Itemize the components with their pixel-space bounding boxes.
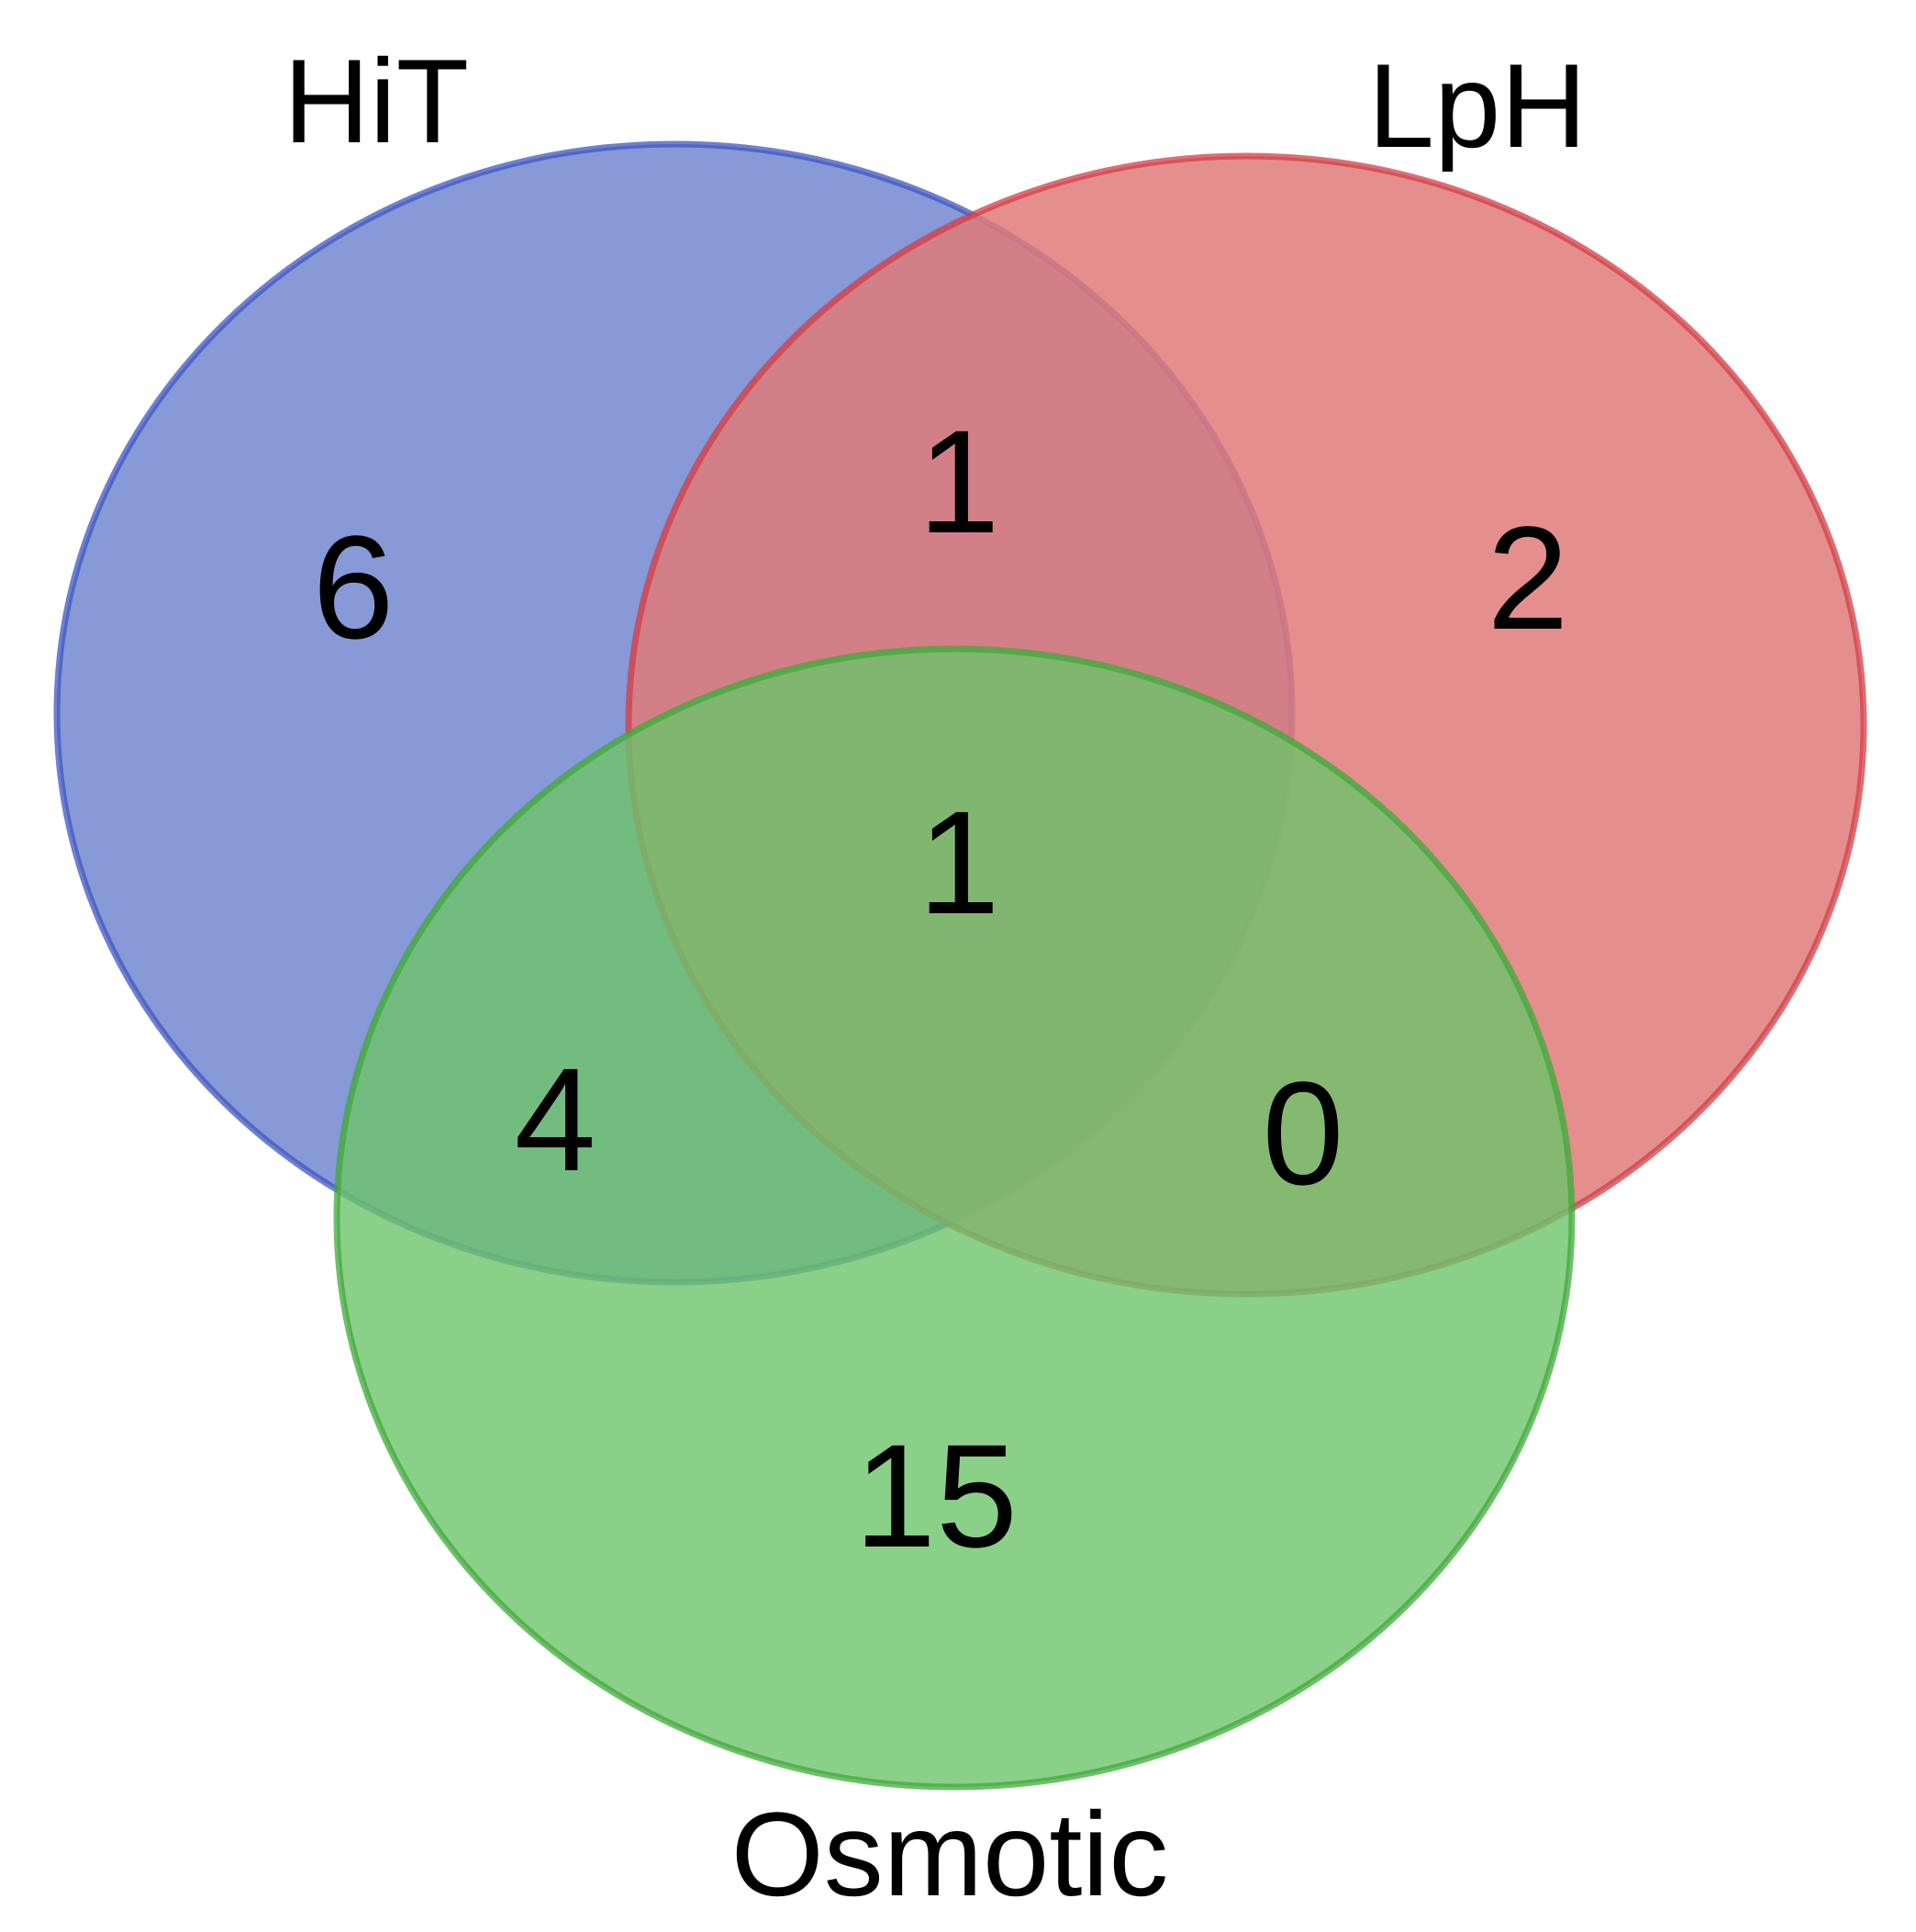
hit-label: HiT [284,34,469,168]
region-count-osmotic-only: 15 [854,1413,1018,1578]
region-count-all-three: 1 [919,780,1000,944]
region-count-lph-only: 2 [1487,496,1569,660]
osmotic-circle [333,645,1576,1791]
region-count-hit-lph: 1 [919,399,1000,564]
osmotic-label: Osmotic [731,1787,1169,1921]
region-count-hit-only: 6 [313,505,395,669]
region-count-lph-osmotic: 0 [1263,1051,1344,1215]
region-count-hit-osmotic: 4 [515,1037,596,1201]
lph-label: LpH [1368,39,1587,173]
